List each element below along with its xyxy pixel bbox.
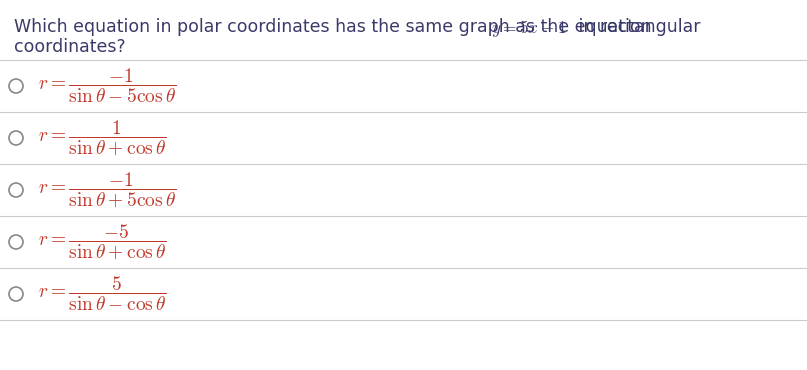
Text: coordinates?: coordinates? <box>14 38 126 56</box>
Text: Which equation in polar coordinates has the same graph as the equation: Which equation in polar coordinates has … <box>14 18 657 36</box>
Text: $r = \dfrac{5}{\sin\theta - \cos\theta}$: $r = \dfrac{5}{\sin\theta - \cos\theta}$ <box>38 275 166 313</box>
Text: $y = 5x - 1$: $y = 5x - 1$ <box>491 18 567 39</box>
Text: in rectangular: in rectangular <box>573 18 700 36</box>
Text: $r = \dfrac{-5}{\sin\theta + \cos\theta}$: $r = \dfrac{-5}{\sin\theta + \cos\theta}… <box>38 223 166 262</box>
Text: $r = \dfrac{-1}{\sin\theta + 5\cos\theta}$: $r = \dfrac{-1}{\sin\theta + 5\cos\theta… <box>38 171 176 209</box>
Text: $r = \dfrac{1}{\sin\theta + \cos\theta}$: $r = \dfrac{1}{\sin\theta + \cos\theta}$ <box>38 118 166 158</box>
Text: $r = \dfrac{-1}{\sin\theta - 5\cos\theta}$: $r = \dfrac{-1}{\sin\theta - 5\cos\theta… <box>38 67 176 105</box>
